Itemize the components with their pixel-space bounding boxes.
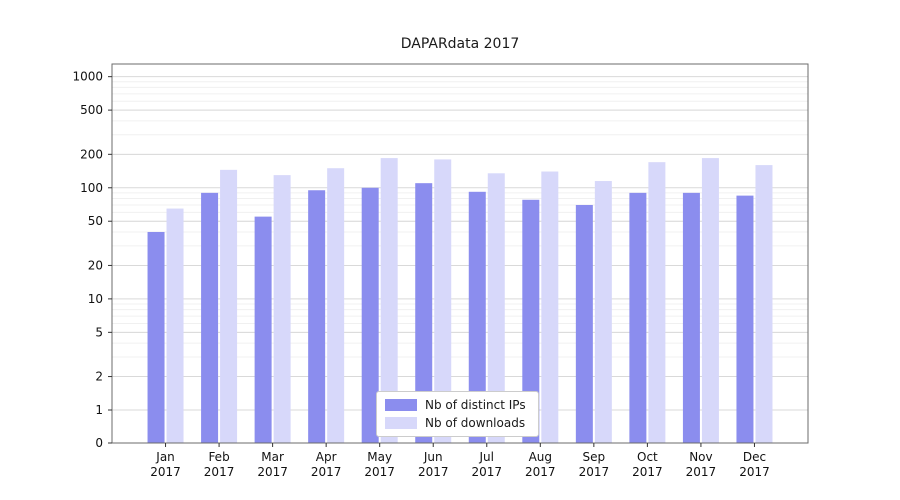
- bar-nb-of-distinct-ips-nov: [682, 192, 700, 443]
- bar-nb-of-distinct-ips-aug: [522, 199, 540, 443]
- bar-nb-of-distinct-ips-oct: [629, 192, 647, 443]
- bar-nb-of-downloads-jun: [434, 159, 452, 443]
- x-tick-label-month: Sep: [583, 450, 606, 464]
- legend-swatch-downloads: [385, 417, 417, 429]
- bar-nb-of-downloads-may: [380, 158, 398, 443]
- chart-title: DAPARdata 2017: [400, 36, 520, 52]
- x-tick-label-year: 2017: [525, 465, 556, 479]
- y-tick-label: 1: [95, 403, 103, 417]
- y-tick-label: 100: [80, 181, 103, 195]
- x-tick-label-month: Jul: [479, 450, 494, 464]
- bar-nb-of-distinct-ips-sep: [575, 204, 593, 443]
- bar-nb-of-distinct-ips-jun: [415, 183, 433, 443]
- x-tick-label-month: Jun: [423, 450, 443, 464]
- x-tick-label-year: 2017: [150, 465, 181, 479]
- bar-nb-of-distinct-ips-may: [361, 187, 379, 443]
- x-tick-label-year: 2017: [471, 465, 502, 479]
- x-tick-label-year: 2017: [364, 465, 395, 479]
- y-tick-label: 500: [80, 103, 103, 117]
- legend: Nb of distinct IPs Nb of downloads: [376, 391, 539, 437]
- bar-nb-of-downloads-apr: [327, 168, 345, 443]
- x-tick-label-year: 2017: [579, 465, 610, 479]
- x-tick-label-year: 2017: [686, 465, 717, 479]
- y-tick-label: 2: [95, 370, 103, 384]
- bar-nb-of-downloads-feb: [220, 169, 238, 443]
- x-tick-label-year: 2017: [632, 465, 663, 479]
- x-tick-label-month: May: [367, 450, 392, 464]
- bar-nb-of-downloads-dec: [755, 165, 773, 443]
- legend-swatch-distinct-ips: [385, 399, 417, 411]
- x-tick-label-year: 2017: [418, 465, 449, 479]
- legend-label-distinct-ips: Nb of distinct IPs: [425, 398, 526, 412]
- bar-nb-of-distinct-ips-jul: [468, 191, 486, 443]
- bar-nb-of-downloads-jul: [487, 173, 505, 444]
- x-tick-label-year: 2017: [257, 465, 288, 479]
- bar-nb-of-distinct-ips-dec: [736, 195, 754, 443]
- y-tick-label: 1000: [72, 70, 103, 84]
- bar-nb-of-downloads-sep: [594, 181, 612, 443]
- y-tick-label: 10: [88, 292, 103, 306]
- x-tick-label-month: Aug: [529, 450, 552, 464]
- y-tick-label: 0: [95, 436, 103, 450]
- bar-nb-of-downloads-aug: [541, 171, 559, 443]
- x-tick-label-month: Oct: [637, 450, 658, 464]
- x-tick-label-month: Dec: [743, 450, 766, 464]
- x-tick-label-month: Feb: [208, 450, 229, 464]
- x-tick-label-month: Nov: [689, 450, 712, 464]
- x-tick-label-year: 2017: [311, 465, 342, 479]
- y-tick-label: 20: [88, 258, 103, 272]
- legend-item-downloads: Nb of downloads: [385, 416, 526, 430]
- bar-nb-of-downloads-jan: [166, 208, 184, 443]
- bar-nb-of-downloads-mar: [273, 175, 291, 443]
- bar-nb-of-distinct-ips-feb: [201, 192, 219, 443]
- x-tick-label-year: 2017: [204, 465, 235, 479]
- plot-border: [111, 63, 809, 444]
- y-tick-label: 50: [88, 214, 103, 228]
- legend-item-distinct-ips: Nb of distinct IPs: [385, 398, 526, 412]
- bar-nb-of-downloads-oct: [648, 162, 666, 443]
- x-tick-label-month: Mar: [261, 450, 284, 464]
- legend-label-downloads: Nb of downloads: [425, 416, 526, 430]
- bar-nb-of-distinct-ips-apr: [308, 190, 326, 443]
- y-tick-label: 200: [80, 147, 103, 161]
- bar-nb-of-distinct-ips-jan: [147, 231, 165, 443]
- x-tick-label-month: Apr: [316, 450, 337, 464]
- y-tick-label: 5: [95, 325, 103, 339]
- x-tick-label-year: 2017: [739, 465, 770, 479]
- bar-nb-of-distinct-ips-mar: [254, 216, 272, 443]
- x-tick-label-month: Jan: [155, 450, 175, 464]
- bar-nb-of-downloads-nov: [701, 158, 719, 443]
